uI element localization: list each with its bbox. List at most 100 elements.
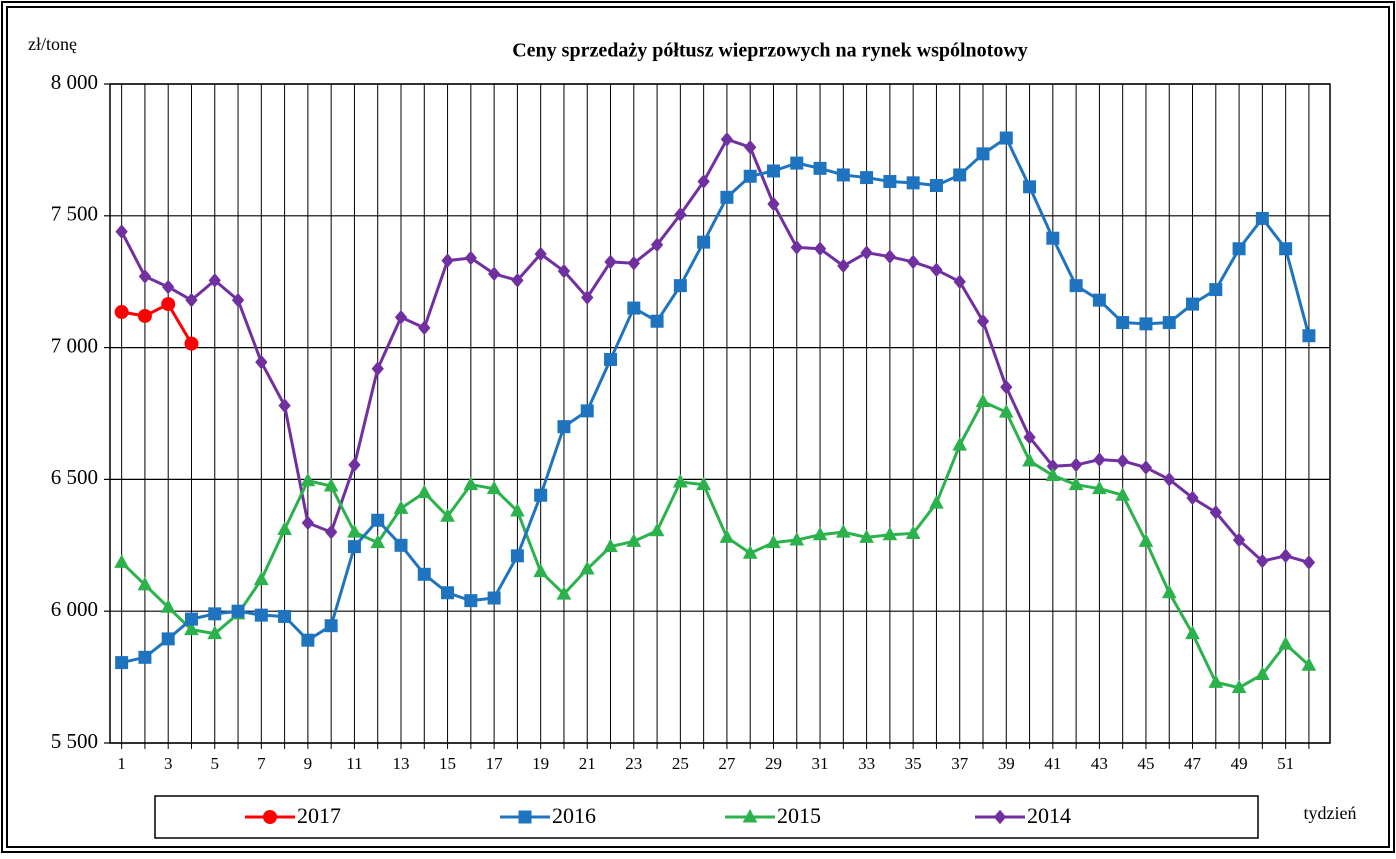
data-point xyxy=(790,240,803,255)
data-point xyxy=(604,254,617,270)
data-point xyxy=(511,273,524,288)
legend-label: 2016 xyxy=(552,803,596,828)
data-point xyxy=(673,473,688,488)
data-point xyxy=(649,522,665,537)
data-point xyxy=(347,524,362,538)
data-point xyxy=(1209,283,1223,297)
data-point xyxy=(1116,453,1129,469)
data-point xyxy=(487,591,501,605)
data-point xyxy=(277,521,292,535)
x-tick-label: 47 xyxy=(1184,754,1202,773)
data-point xyxy=(137,576,153,591)
x-tick-label: 7 xyxy=(257,754,266,773)
data-point xyxy=(882,526,898,541)
series-line xyxy=(121,136,1311,665)
data-point xyxy=(1232,532,1246,548)
data-point xyxy=(1278,636,1293,650)
data-point xyxy=(742,545,758,559)
x-tick-label: 21 xyxy=(579,754,596,773)
data-point xyxy=(137,308,152,323)
data-point xyxy=(115,656,129,670)
data-point xyxy=(347,540,361,554)
data-point xyxy=(697,174,710,189)
plot-area xyxy=(110,84,1330,743)
data-point xyxy=(418,320,431,336)
x-tick-label: 11 xyxy=(346,754,362,773)
data-point xyxy=(486,480,502,495)
data-point xyxy=(1302,329,1316,343)
data-point xyxy=(929,178,943,192)
chart-title: Ceny sprzedaży półtusz wieprzowych na ry… xyxy=(512,40,1028,62)
data-point xyxy=(254,608,268,622)
data-point xyxy=(417,567,431,581)
legend-marker xyxy=(742,808,758,823)
data-point xyxy=(1092,480,1107,495)
data-point xyxy=(1000,379,1013,395)
data-point xyxy=(883,175,897,189)
data-point xyxy=(744,139,757,155)
legend-label: 2017 xyxy=(297,803,341,828)
data-point xyxy=(952,437,968,451)
data-point xyxy=(114,305,129,320)
data-point xyxy=(1186,490,1199,506)
data-point xyxy=(1279,548,1292,564)
data-point xyxy=(1256,553,1269,569)
data-point xyxy=(1208,674,1224,688)
data-point xyxy=(1116,316,1130,330)
data-point xyxy=(324,619,338,633)
data-point xyxy=(278,609,292,623)
data-point xyxy=(1185,625,1200,640)
data-point xyxy=(300,472,316,487)
data-point xyxy=(650,314,664,328)
data-point xyxy=(579,560,595,575)
plot-frame xyxy=(109,83,1331,744)
data-point xyxy=(835,524,851,538)
series-line xyxy=(120,137,1310,564)
data-point xyxy=(510,549,524,563)
data-point xyxy=(1186,297,1200,311)
legend-marker xyxy=(518,810,532,824)
data-point xyxy=(836,168,850,182)
data-point xyxy=(393,500,409,514)
data-point xyxy=(370,534,386,549)
x-tick-label: 25 xyxy=(672,754,689,773)
y-tick-label: 6 000 xyxy=(51,597,98,621)
data-point xyxy=(1162,316,1176,330)
data-point xyxy=(1022,452,1037,467)
data-point xyxy=(1068,476,1084,491)
data-point xyxy=(860,245,873,260)
data-point xyxy=(1231,679,1247,694)
y-tick-label: 7 000 xyxy=(51,333,98,357)
x-tick-label: 31 xyxy=(812,754,829,773)
data-point xyxy=(160,599,176,613)
data-point xyxy=(1069,457,1083,473)
data-point xyxy=(1045,467,1061,481)
data-point xyxy=(720,132,734,147)
data-point xyxy=(767,196,780,212)
x-tick-label: 41 xyxy=(1044,754,1061,773)
legend-label: 2015 xyxy=(777,803,821,828)
x-tick-label: 43 xyxy=(1091,754,1108,773)
data-point xyxy=(464,594,478,608)
data-point xyxy=(743,169,757,183)
data-point xyxy=(976,313,990,329)
data-point xyxy=(953,168,967,182)
data-point xyxy=(208,607,222,621)
x-tick-label: 51 xyxy=(1277,754,1294,773)
data-point xyxy=(674,207,687,222)
y-axis-label: zł/tonę xyxy=(28,34,77,54)
data-point xyxy=(1115,487,1131,501)
data-point xyxy=(161,297,176,312)
data-point xyxy=(696,476,711,491)
data-point xyxy=(813,161,827,175)
data-point xyxy=(1023,180,1037,194)
data-point xyxy=(1139,317,1153,331)
data-point xyxy=(394,538,408,552)
x-tick-label: 39 xyxy=(998,754,1015,773)
data-point xyxy=(975,393,991,408)
data-point xyxy=(1255,666,1270,680)
data-point xyxy=(534,488,548,502)
legend-label: 2014 xyxy=(1027,803,1071,828)
x-tick-label: 33 xyxy=(858,754,875,773)
